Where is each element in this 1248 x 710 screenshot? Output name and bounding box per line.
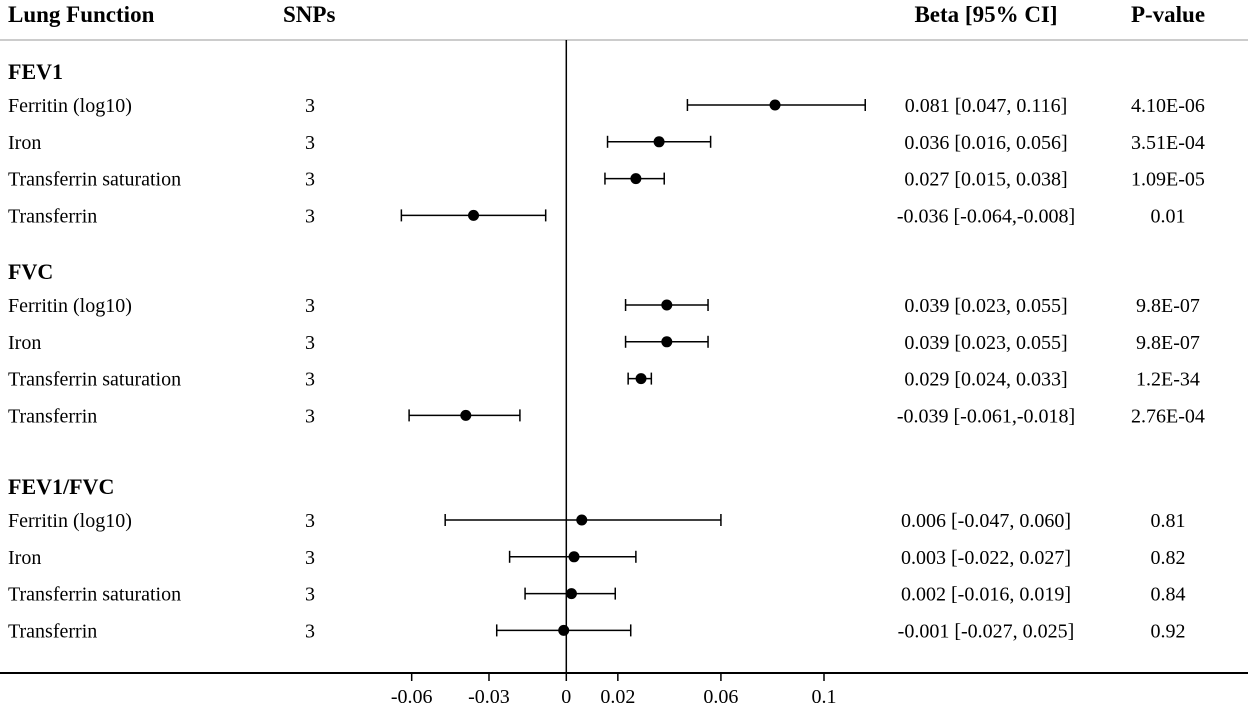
forest-row: Transferrin 3 -0.039 [-0.061,-0.018] 2.76E-… [8,405,1205,427]
row-label: Transferrin [8,405,97,427]
row-beta-ci: -0.001 [-0.027, 0.025] [898,620,1075,642]
row-p-value: 0.01 [1151,205,1186,227]
row-beta-ci: 0.029 [0.024, 0.033] [904,369,1067,391]
row-label: Iron [8,547,41,569]
row-beta-ci: 0.081 [0.047, 0.116] [905,95,1068,117]
row-snps: 3 [305,205,315,227]
x-tick-label: 0.06 [703,686,738,708]
row-beta-ci: -0.036 [-0.064,-0.008] [897,205,1075,227]
forest-row: Transferrin saturation 3 0.027 [0.015, 0.0… [8,169,1205,191]
forest-rows: FEV1 Ferritin (log10) 3 0.081 [0.047, 0.116… [8,59,1205,642]
row-p-value: 9.8E-07 [1136,295,1200,317]
row-p-value: 0.92 [1151,620,1186,642]
x-tick-label: 0.1 [812,686,837,708]
row-p-value: 2.76E-04 [1131,405,1205,427]
group-label: FEV1 [8,59,63,84]
beta-point [630,173,642,185]
row-snps: 3 [305,132,315,154]
forest-row: Ferritin (log10) 3 0.081 [0.047, 0.116] 4.1… [8,95,1205,117]
row-p-value: 0.84 [1151,584,1186,606]
row-snps: 3 [305,295,315,317]
row-snps: 3 [305,95,315,117]
row-p-value: 0.81 [1151,510,1186,532]
group-label: FEV1/FVC [8,474,114,499]
row-label: Ferritin (log10) [8,295,132,317]
row-snps: 3 [305,510,315,532]
beta-point [468,209,480,221]
forest-row: Iron 3 0.003 [-0.022, 0.027] 0.82 [8,547,1186,569]
x-tick-label: 0.02 [600,686,635,708]
beta-point [558,624,570,636]
row-label: Iron [8,132,41,154]
beta-point [661,299,673,311]
beta-point [460,409,472,421]
row-snps: 3 [305,332,315,354]
forest-row: Transferrin saturation 3 0.002 [-0.016, 0.… [8,584,1186,606]
row-beta-ci: 0.039 [0.023, 0.055] [904,295,1067,317]
forest-row: Transferrin 3 -0.001 [-0.027, 0.025] 0.92 [8,620,1186,642]
header-lung-function: Lung Function [8,2,155,27]
row-label: Ferritin (log10) [8,510,132,532]
x-tick-label: -0.03 [468,686,510,708]
x-tick-label: 0 [561,686,571,708]
row-label: Transferrin [8,205,97,227]
row-p-value: 1.2E-34 [1136,369,1200,391]
row-beta-ci: 0.027 [0.015, 0.038] [904,169,1067,191]
row-beta-ci: 0.039 [0.023, 0.055] [904,332,1067,354]
forest-row: Ferritin (log10) 3 0.006 [-0.047, 0.060] 0.… [8,510,1186,532]
beta-point [661,336,673,348]
row-snps: 3 [305,547,315,569]
row-label: Transferrin saturation [8,369,181,391]
beta-point [565,588,577,600]
row-label: Transferrin saturation [8,169,181,191]
row-p-value: 1.09E-05 [1131,169,1205,191]
row-label: Transferrin [8,620,97,642]
beta-point [635,373,647,385]
header-beta-ci: Beta [95% CI] [914,2,1057,27]
group-label: FVC [8,259,53,284]
row-snps: 3 [305,369,315,391]
row-beta-ci: -0.039 [-0.061,-0.018] [897,405,1075,427]
row-p-value: 3.51E-04 [1131,132,1205,154]
forest-row: Transferrin saturation 3 0.029 [0.024, 0.0… [8,369,1200,391]
forest-row: Transferrin 3 -0.036 [-0.064,-0.008] 0.01 [8,205,1186,227]
row-label: Transferrin saturation [8,584,181,606]
row-label: Ferritin (log10) [8,95,132,117]
row-beta-ci: 0.036 [0.016, 0.056] [904,132,1067,154]
row-snps: 3 [305,620,315,642]
beta-point [576,514,588,526]
header-p-value: P-value [1131,2,1205,27]
forest-row: Iron 3 0.036 [0.016, 0.056] 3.51E-04 [8,132,1205,154]
row-p-value: 0.82 [1151,547,1186,569]
beta-point [769,99,781,111]
x-tick-label: -0.06 [391,686,433,708]
forest-row: Iron 3 0.039 [0.023, 0.055] 9.8E-07 [8,332,1200,354]
forest-row: Ferritin (log10) 3 0.039 [0.023, 0.055] 9.8… [8,295,1200,317]
row-snps: 3 [305,169,315,191]
row-p-value: 4.10E-06 [1131,95,1205,117]
row-beta-ci: 0.003 [-0.022, 0.027] [901,547,1071,569]
row-snps: 3 [305,405,315,427]
header-row: Lung Function SNPs Beta [95% CI] P-value [0,2,1248,41]
beta-point [568,551,580,563]
row-label: Iron [8,332,41,354]
row-beta-ci: 0.002 [-0.016, 0.019] [901,584,1071,606]
row-p-value: 9.8E-07 [1136,332,1200,354]
row-snps: 3 [305,584,315,606]
row-beta-ci: 0.006 [-0.047, 0.060] [901,510,1071,532]
beta-point [653,136,665,148]
x-axis: -0.06 -0.03 0 0.02 0.06 0.1 [0,40,1248,708]
header-snps: SNPs [283,2,335,27]
